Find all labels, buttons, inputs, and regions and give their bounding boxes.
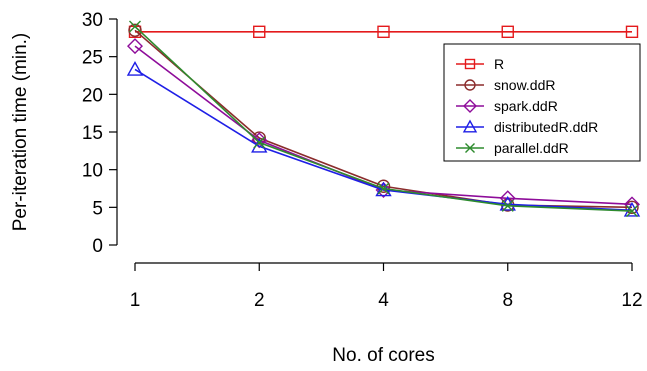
x-axis-label: No. of cores [332,345,434,366]
y-axis-label: Per-iteration time (min.) [10,33,31,232]
data-point-r [625,25,639,39]
data-point-r [501,25,514,39]
legend-label: parallel.ddR [494,140,569,156]
data-point-distributedr-ddr [126,61,144,76]
legend-marker-snow-ddr [464,79,476,91]
legend-item-snow-ddr: snow.ddR [456,77,555,93]
data-point-snow-ddr [625,200,639,215]
legend-label: distributedR.ddR [494,119,598,135]
x-tick-label: 4 [378,290,389,311]
data-point-parallel-ddr [377,182,390,195]
y-axis: 0 5 10 15 20 25 30 [82,10,118,257]
data-point-parallel-ddr [626,205,638,218]
legend-item-spark-ddr: spark.ddR [456,98,558,114]
y-tick-label: 20 [82,85,103,106]
data-point-snow-ddr [128,23,142,37]
data-point-spark-ddr [127,38,143,55]
data-point-r [377,25,390,39]
data-point-distributedr-ddr [623,201,641,217]
marker-stroke [626,205,638,218]
marker-stroke [465,143,475,153]
x-tick-label: 1 [130,290,141,311]
marker-stroke [377,182,390,195]
legend-label: R [494,56,504,72]
legend-marker-spark-ddr [463,99,477,113]
data-point-r [253,25,266,39]
legend-label: spark.ddR [494,98,558,114]
y-tick-label: 0 [92,236,103,257]
series-r [128,25,639,39]
legend-marker-distributedr-ddr [462,119,478,133]
legend-item-r: R [456,56,504,72]
data-point-parallel-ddr [501,199,514,212]
legend-marker-r [464,58,476,70]
x-tick-label: 2 [254,290,265,311]
marker-stroke [501,199,514,212]
data-point-parallel-ddr [129,20,141,33]
y-tick-label: 25 [82,48,103,69]
x-tick-label: 8 [502,290,513,311]
y-tick-label: 5 [92,198,103,219]
legend-item-distributedr-ddr: distributedR.ddR [456,119,598,135]
series-line-distributedr-ddr [134,68,633,212]
series-parallel-ddr [129,20,638,218]
series-distributedr-ddr [126,61,641,217]
legend-item-parallel-ddr: parallel.ddR [456,140,569,156]
data-point-parallel-ddr [253,136,266,149]
y-tick-label: 30 [82,10,103,31]
series-layer [126,20,641,218]
y-tick-label: 15 [82,123,103,144]
x-tick-label: 12 [621,290,642,311]
data-point-distributedr-ddr [499,195,516,211]
x-axis: 1 2 4 8 12 [130,262,643,311]
marker-stroke [129,20,141,33]
y-tick-label: 10 [82,161,103,182]
marker-stroke [253,136,266,149]
legend-label: snow.ddR [494,77,555,93]
legend-marker-parallel-ddr [465,143,475,153]
